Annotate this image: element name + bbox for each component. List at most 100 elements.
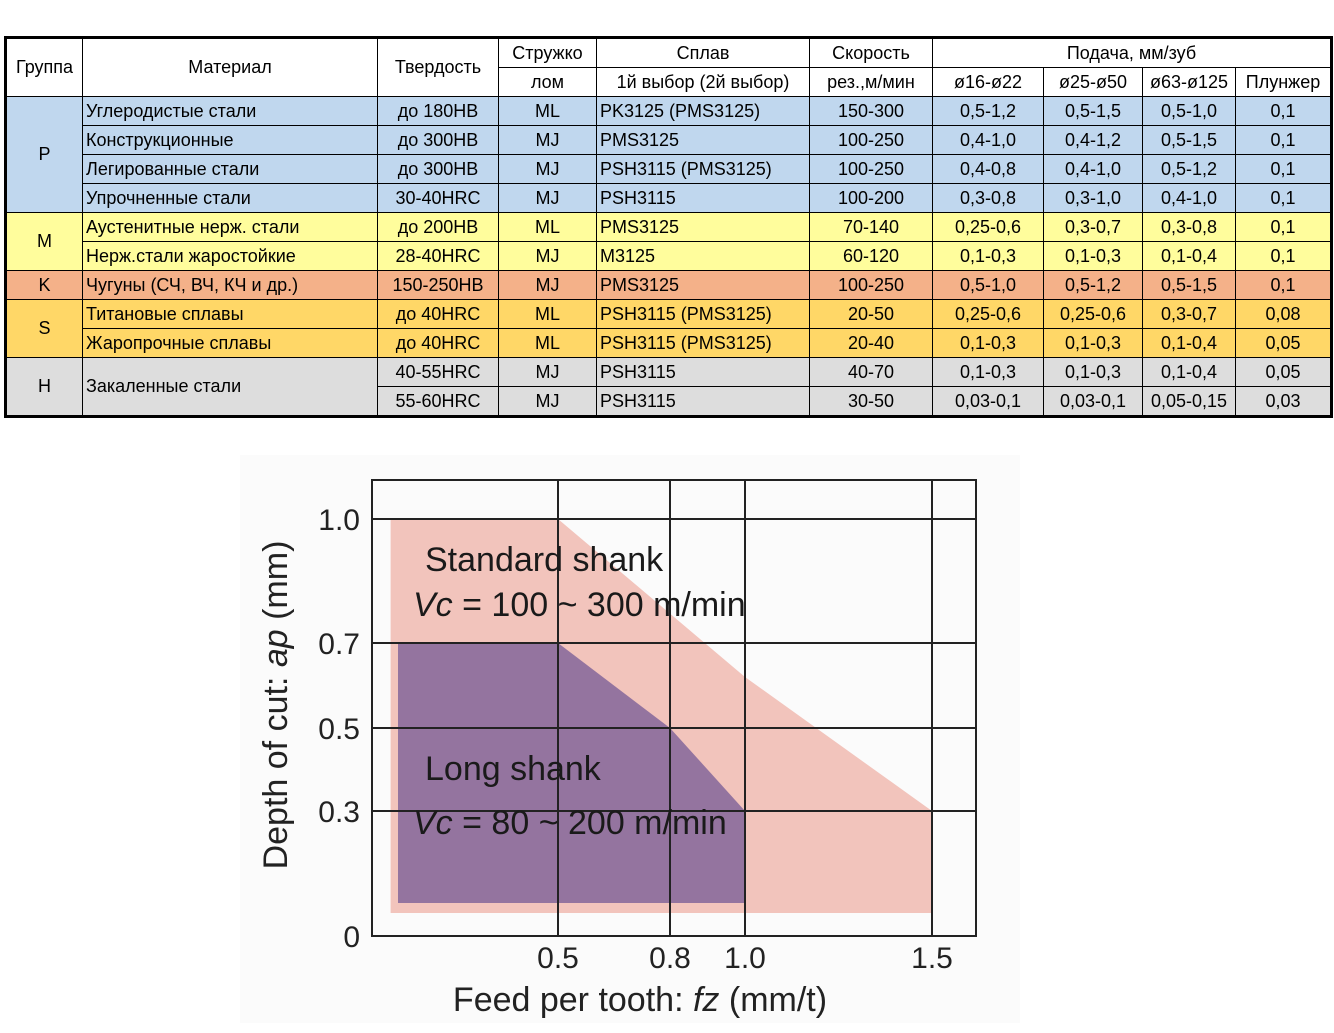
x-tick-label: 0.8 bbox=[649, 942, 691, 975]
chipbreaker-cell: MJ bbox=[498, 154, 597, 184]
alloy-cell: PSH3115 bbox=[596, 183, 810, 213]
chipbreaker-cell: ML bbox=[498, 328, 597, 358]
header-alloy-line2: 1й выбор (2й выбор) bbox=[596, 67, 810, 97]
speed-cell: 100-250 bbox=[809, 270, 933, 300]
chipbreaker-cell: MJ bbox=[498, 386, 597, 417]
alloy-cell: PK3125 (PMS3125) bbox=[596, 96, 810, 126]
material-cell: Легированные стали bbox=[82, 154, 378, 184]
feed-cell: 0,1 bbox=[1235, 212, 1332, 242]
alloy-cell: PSH3115 (PMS3125) bbox=[596, 328, 810, 358]
header-diameter-2: ø25-ø50 bbox=[1043, 67, 1143, 97]
speed-cell: 30-50 bbox=[809, 386, 933, 417]
table-row: Жаропрочные сплавы до 40HRC ML PSH3115 (PMS… bbox=[5, 328, 1332, 358]
feed-cell: 0,25-0,6 bbox=[932, 212, 1044, 242]
feed-cell: 0,5-1,5 bbox=[1142, 125, 1236, 155]
material-cell: Жаропрочные сплавы bbox=[82, 328, 378, 358]
feed-cell: 0,1-0,4 bbox=[1142, 328, 1236, 358]
material-cell: Углеродистые стали bbox=[82, 96, 378, 126]
feed-cell: 0,05-0,15 bbox=[1142, 386, 1236, 417]
table-row: Легированные стали до 300HB MJ PSH3115 (PMS… bbox=[5, 154, 1332, 184]
speed-cell: 60-120 bbox=[809, 241, 933, 271]
material-cell: Аустенитные нерж. стали bbox=[82, 212, 378, 242]
speed-cell: 100-250 bbox=[809, 125, 933, 155]
feed-cell: 0,4-1,0 bbox=[932, 125, 1044, 155]
alloy-cell: PMS3125 bbox=[596, 125, 810, 155]
hardness-cell: до 40HRC bbox=[377, 328, 499, 358]
feed-cell: 0,1-0,3 bbox=[932, 328, 1044, 358]
long-shank-area bbox=[398, 643, 745, 903]
feed-cell: 0,1-0,3 bbox=[932, 357, 1044, 387]
feed-cell: 0,4-1,0 bbox=[1043, 154, 1143, 184]
table-row: Конструкционные до 300HB MJ PMS3125 100-250 0… bbox=[5, 125, 1332, 155]
chipbreaker-cell: MJ bbox=[498, 183, 597, 213]
feed-cell: 0,03-0,1 bbox=[1043, 386, 1143, 417]
table-row: M Аустенитные нерж. стали до 200HB ML PMS312… bbox=[5, 212, 1332, 271]
y-tick-label: 0 bbox=[343, 921, 360, 954]
alloy-cell: PSH3115 (PMS3125) bbox=[596, 154, 810, 184]
feed-cell: 0,1-0,3 bbox=[1043, 357, 1143, 387]
x-tick-label: 0.5 bbox=[537, 942, 579, 975]
x-tick-label: 1.5 bbox=[911, 942, 953, 975]
hardness-cell: до 300HB bbox=[377, 125, 499, 155]
feed-cell: 0,03 bbox=[1235, 386, 1332, 417]
speed-cell: 40-70 bbox=[809, 357, 933, 387]
header-chip-line2: лом bbox=[498, 67, 597, 97]
long-shank-label: Long shank bbox=[425, 750, 602, 788]
feed-cell: 0,4-0,8 bbox=[932, 154, 1044, 184]
hardness-cell: 40-55HRC bbox=[377, 357, 499, 387]
header-plunge: Плунжер bbox=[1235, 67, 1332, 97]
feed-cell: 0,05 bbox=[1235, 328, 1332, 358]
header-hardness: Твердость bbox=[377, 37, 499, 97]
speed-cell: 20-40 bbox=[809, 328, 933, 358]
hardness-cell: до 180HB bbox=[377, 96, 499, 126]
feed-cell: 0,1 bbox=[1235, 154, 1332, 184]
hardness-cell: до 300HB bbox=[377, 154, 499, 184]
header-material: Материал bbox=[82, 37, 378, 97]
material-cell: Конструкционные bbox=[82, 125, 378, 155]
feed-cell: 0,5-1,0 bbox=[1142, 96, 1236, 126]
feed-cell: 0,25-0,6 bbox=[1043, 299, 1143, 329]
header-chip-line1: Стружко bbox=[498, 37, 597, 68]
y-tick-label: 0.5 bbox=[318, 713, 360, 746]
header-row-1: Группа Материал Твердость Стружко Сплав … bbox=[5, 37, 1332, 97]
feed-cell: 0,3-0,7 bbox=[1142, 299, 1236, 329]
feed-cell: 0,1 bbox=[1235, 125, 1332, 155]
alloy-cell: PMS3125 bbox=[596, 270, 810, 300]
header-diameter-1: ø16-ø22 bbox=[932, 67, 1044, 97]
cutting-data-table-wrap: Группа Материал Твердость Стружко Сплав … bbox=[4, 36, 1333, 418]
material-cell: Нерж.стали жаростойкие bbox=[82, 241, 378, 271]
standard-shank-speed: Vc = 100 ~ 300 m/min bbox=[413, 586, 746, 624]
long-shank-speed: Vc = 80 ~ 200 m/min bbox=[413, 804, 727, 842]
x-axis-label: Feed per tooth: fz (mm/t) bbox=[453, 981, 827, 1019]
feed-cell: 0,5-1,0 bbox=[932, 270, 1044, 300]
alloy-cell: PSH3115 bbox=[596, 357, 810, 387]
hardness-cell: до 200HB bbox=[377, 212, 499, 242]
y-tick-label: 0.7 bbox=[318, 628, 360, 661]
speed-cell: 100-200 bbox=[809, 183, 933, 213]
plot-frame bbox=[371, 479, 977, 937]
alloy-cell: PSH3115 (PMS3125) bbox=[596, 299, 810, 329]
feed-cell: 0,03-0,1 bbox=[932, 386, 1044, 417]
group-cell: M bbox=[5, 212, 83, 271]
hardness-cell: 150-250HB bbox=[377, 270, 499, 300]
speed-cell: 150-300 bbox=[809, 96, 933, 126]
header-speed-line2: рез.,м/мин bbox=[809, 67, 933, 97]
feed-cell: 0,1-0,4 bbox=[1142, 241, 1236, 271]
cutting-data-table: Группа Материал Твердость Стружко Сплав … bbox=[4, 36, 1333, 418]
feed-cell: 0,5-1,2 bbox=[1043, 270, 1143, 300]
feed-cell: 0,1-0,3 bbox=[1043, 241, 1143, 271]
table-row: Нерж.стали жаростойкие 28-40HRC MJ M3125 60-… bbox=[5, 241, 1332, 271]
feed-cell: 0,08 bbox=[1235, 299, 1332, 329]
chipbreaker-cell: ML bbox=[498, 212, 597, 242]
feed-cell: 0,3-0,7 bbox=[1043, 212, 1143, 242]
chipbreaker-cell: MJ bbox=[498, 125, 597, 155]
chart-svg: 0.5 0.8 1.0 1.5 0 0.3 0.5 0.7 1.0 Feed per tooth… bbox=[257, 479, 977, 1019]
feed-cell: 0,1 bbox=[1235, 241, 1332, 271]
chipbreaker-cell: MJ bbox=[498, 241, 597, 271]
alloy-cell: M3125 bbox=[596, 241, 810, 271]
alloy-cell: PSH3115 bbox=[596, 386, 810, 417]
table-row: S Титановые сплавы до 40HRC ML PSH3115 (PMS3… bbox=[5, 299, 1332, 358]
header-row-2: лом 1й выбор (2й выбор) рез.,м/мин ø16-ø… bbox=[6, 67, 1332, 97]
feed-depth-chart: 0.5 0.8 1.0 1.5 0 0.3 0.5 0.7 1.0 Feed per tooth… bbox=[240, 455, 1020, 1023]
feed-cell: 0,3-1,0 bbox=[1043, 183, 1143, 213]
